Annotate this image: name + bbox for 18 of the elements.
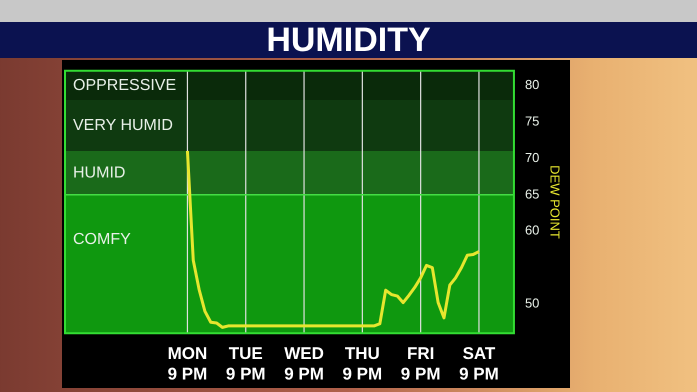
y-tick-label: 60 — [524, 222, 540, 238]
chart-title: HUMIDITY — [0, 21, 697, 59]
band-label: OPPRESSIVE — [73, 76, 176, 94]
y-tick-label: 50 — [524, 296, 540, 311]
band-label: VERY HUMID — [73, 116, 173, 134]
band-label: COMFY — [73, 231, 132, 248]
y-tick-label: 75 — [524, 113, 540, 128]
x-tick-label: FRI 9 PM — [400, 344, 440, 384]
y-tick-label: 70 — [524, 150, 540, 165]
y-tick-label: 65 — [524, 186, 540, 202]
band-label: HUMID — [73, 164, 126, 182]
x-tick-label: SAT 9 PM — [459, 344, 499, 384]
x-tick-label: TUE 9 PM — [226, 344, 266, 384]
x-tick-label: THU 9 PM — [342, 344, 382, 384]
x-tick-label: WED 9 PM — [284, 344, 324, 384]
y-axis-title: DEW POINT — [548, 165, 563, 239]
y-tick-label: 80 — [524, 76, 540, 92]
x-tick-label: MON 9 PM — [168, 344, 208, 384]
